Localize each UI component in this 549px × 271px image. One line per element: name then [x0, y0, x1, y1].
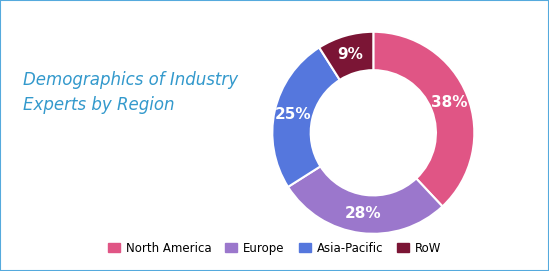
Text: 9%: 9%	[338, 47, 363, 62]
Wedge shape	[319, 32, 373, 80]
Wedge shape	[272, 47, 340, 187]
Legend: North America, Europe, Asia-Pacific, RoW: North America, Europe, Asia-Pacific, RoW	[103, 237, 446, 260]
Text: Demographics of Industry
Experts by Region: Demographics of Industry Experts by Regi…	[23, 71, 238, 114]
Text: 28%: 28%	[345, 207, 382, 221]
Wedge shape	[288, 166, 442, 234]
Text: 38%: 38%	[431, 95, 468, 110]
Wedge shape	[373, 32, 474, 207]
Text: 25%: 25%	[275, 107, 312, 122]
